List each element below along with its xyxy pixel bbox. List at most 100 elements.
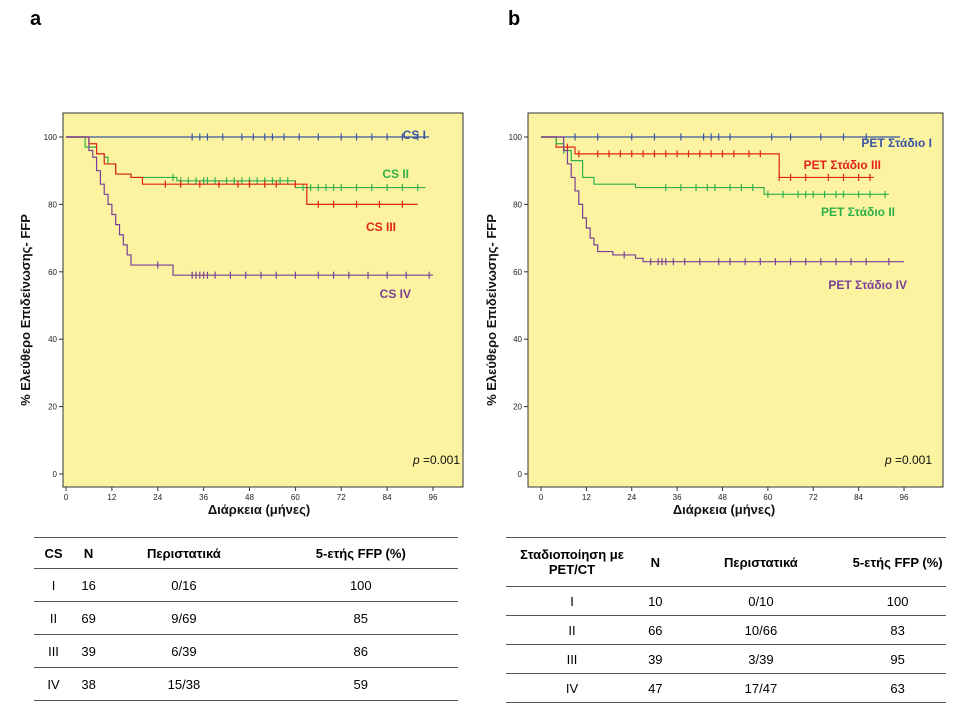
y-tick-label: 0 [518,470,523,479]
y-tick-label: 20 [48,403,57,412]
y-tick-label: 80 [48,200,57,209]
p-value-annotation: p =0.001 [884,453,932,467]
table-cs-stage: CS N Περιστατικά 5-ετής FFP (%) I 16 0/1… [34,537,458,701]
x-tick-label: 60 [291,493,300,502]
table-cell: I [34,568,73,602]
table-cell: I [506,586,638,616]
col-header-cases: Περιστατικά [104,537,264,569]
x-tick-label: 36 [199,493,208,502]
x-tick-label: 96 [429,493,438,502]
table-cell: 69 [73,601,105,635]
y-tick-label: 60 [513,268,522,277]
table-row: III 39 6/39 86 [34,634,458,668]
table-cell: 3/39 [672,644,850,674]
table-cell: 83 [849,615,946,645]
x-axis-label: Διάρκεια (μήνες) [673,502,775,517]
panel-label-a: a [30,8,42,30]
y-tick-label: 100 [509,133,523,142]
table-row: IV 38 15/38 59 [34,667,458,701]
col-header-ffp: 5-ετής FFP (%) [263,537,458,569]
table-row: I 16 0/16 100 [34,568,458,602]
p-value-symbol: p [412,453,423,467]
table-cell: 100 [849,586,946,616]
col-header-n: N [73,537,105,569]
table-cell: 39 [73,634,105,668]
table-cell: 85 [263,601,458,635]
y-tick-label: 0 [53,470,58,479]
y-tick-label: 20 [513,403,522,412]
y-tick-label: 40 [513,335,522,344]
col-header-cases: Περιστατικά [672,537,850,587]
table-cell: IV [34,667,73,701]
table-cell: 66 [638,615,673,645]
series-label: CS I [403,128,426,142]
col-header-n: N [638,537,673,587]
table-cell: 6/39 [104,634,264,668]
table-row: IV 47 17/47 63 [506,673,946,703]
table-cell: 9/69 [104,601,264,635]
table-cell: 10/66 [672,615,850,645]
table-header-row: CS N Περιστατικά 5-ετής FFP (%) [34,537,458,569]
table-cell: 47 [638,673,673,703]
table-cell: II [506,615,638,645]
y-axis-label: % Ελεύθερο Επιδείνωσης- FFP [18,214,33,406]
p-value-number: =0.001 [895,453,932,467]
plot-area [527,112,944,488]
table-cell: 86 [263,634,458,668]
table-cell: 0/10 [672,586,850,616]
series-label: CS II [382,167,409,181]
x-tick-label: 72 [337,493,346,502]
table-cell: III [34,634,73,668]
x-tick-label: 96 [900,493,909,502]
table-row: III 39 3/39 95 [506,644,946,674]
table-header-row: Σταδιοποίηση με PET/CT N Περιστατικά 5-ε… [506,537,946,587]
x-tick-label: 24 [627,493,636,502]
col-header-staging: Σταδιοποίηση με PET/CT [506,537,638,587]
x-tick-label: 48 [245,493,254,502]
y-tick-label: 60 [48,268,57,277]
table-pet-stage: Σταδιοποίηση με PET/CT N Περιστατικά 5-ε… [506,537,946,703]
table-cell: IV [506,673,638,703]
table-cell: 17/47 [672,673,850,703]
col-header-ffp: 5-ετής FFP (%) [849,537,946,587]
x-tick-label: 0 [64,493,69,502]
km-chart-cs: 0 20 40 60 80 100 0 12 24 36 48 60 72 84 96 CS I CS II CS… [18,112,464,517]
y-tick-label: 80 [513,200,522,209]
panel-label-b: b [508,8,521,30]
y-tick-label: 100 [44,133,58,142]
x-tick-label: 84 [383,493,392,502]
p-value-symbol: p [884,453,895,467]
series-label: CS III [366,220,396,234]
series-line [66,136,433,276]
series-label: CS IV [380,287,411,301]
y-axis-label: % Ελεύθερο Επιδείνωσης- FFP [484,214,499,406]
table-cell: 10 [638,586,673,616]
x-tick-label: 72 [809,493,818,502]
table-cell: 95 [849,644,946,674]
series-line [66,136,418,205]
table-row: II 69 9/69 85 [34,601,458,635]
series-line [541,136,889,195]
x-tick-label: 36 [673,493,682,502]
y-tick-label: 40 [48,335,57,344]
table-cell: III [506,644,638,674]
series-label: PET Στάδιο II [821,205,895,219]
series-label: PET Στάδιο I [861,136,932,150]
table-cell: 59 [263,667,458,701]
series-label: PET Στάδιο III [804,158,881,172]
table-cell: 39 [638,644,673,674]
x-tick-label: 60 [763,493,772,502]
x-tick-label: 48 [718,493,727,502]
p-value-annotation: p =0.001 [412,453,460,467]
table-cell: 100 [263,568,458,602]
table-cell: II [34,601,73,635]
table-row: II 66 10/66 83 [506,615,946,645]
x-axis-label: Διάρκεια (μήνες) [208,502,310,517]
col-header-cs: CS [34,537,73,569]
x-tick-label: 0 [539,493,544,502]
table-cell: 63 [849,673,946,703]
plot-area [62,112,464,488]
km-chart-pet: 0 20 40 60 80 100 0 12 24 36 48 60 72 84 96 PET Στάδιο … [484,112,944,517]
table-cell: 16 [73,568,105,602]
table-cell: 38 [73,667,105,701]
